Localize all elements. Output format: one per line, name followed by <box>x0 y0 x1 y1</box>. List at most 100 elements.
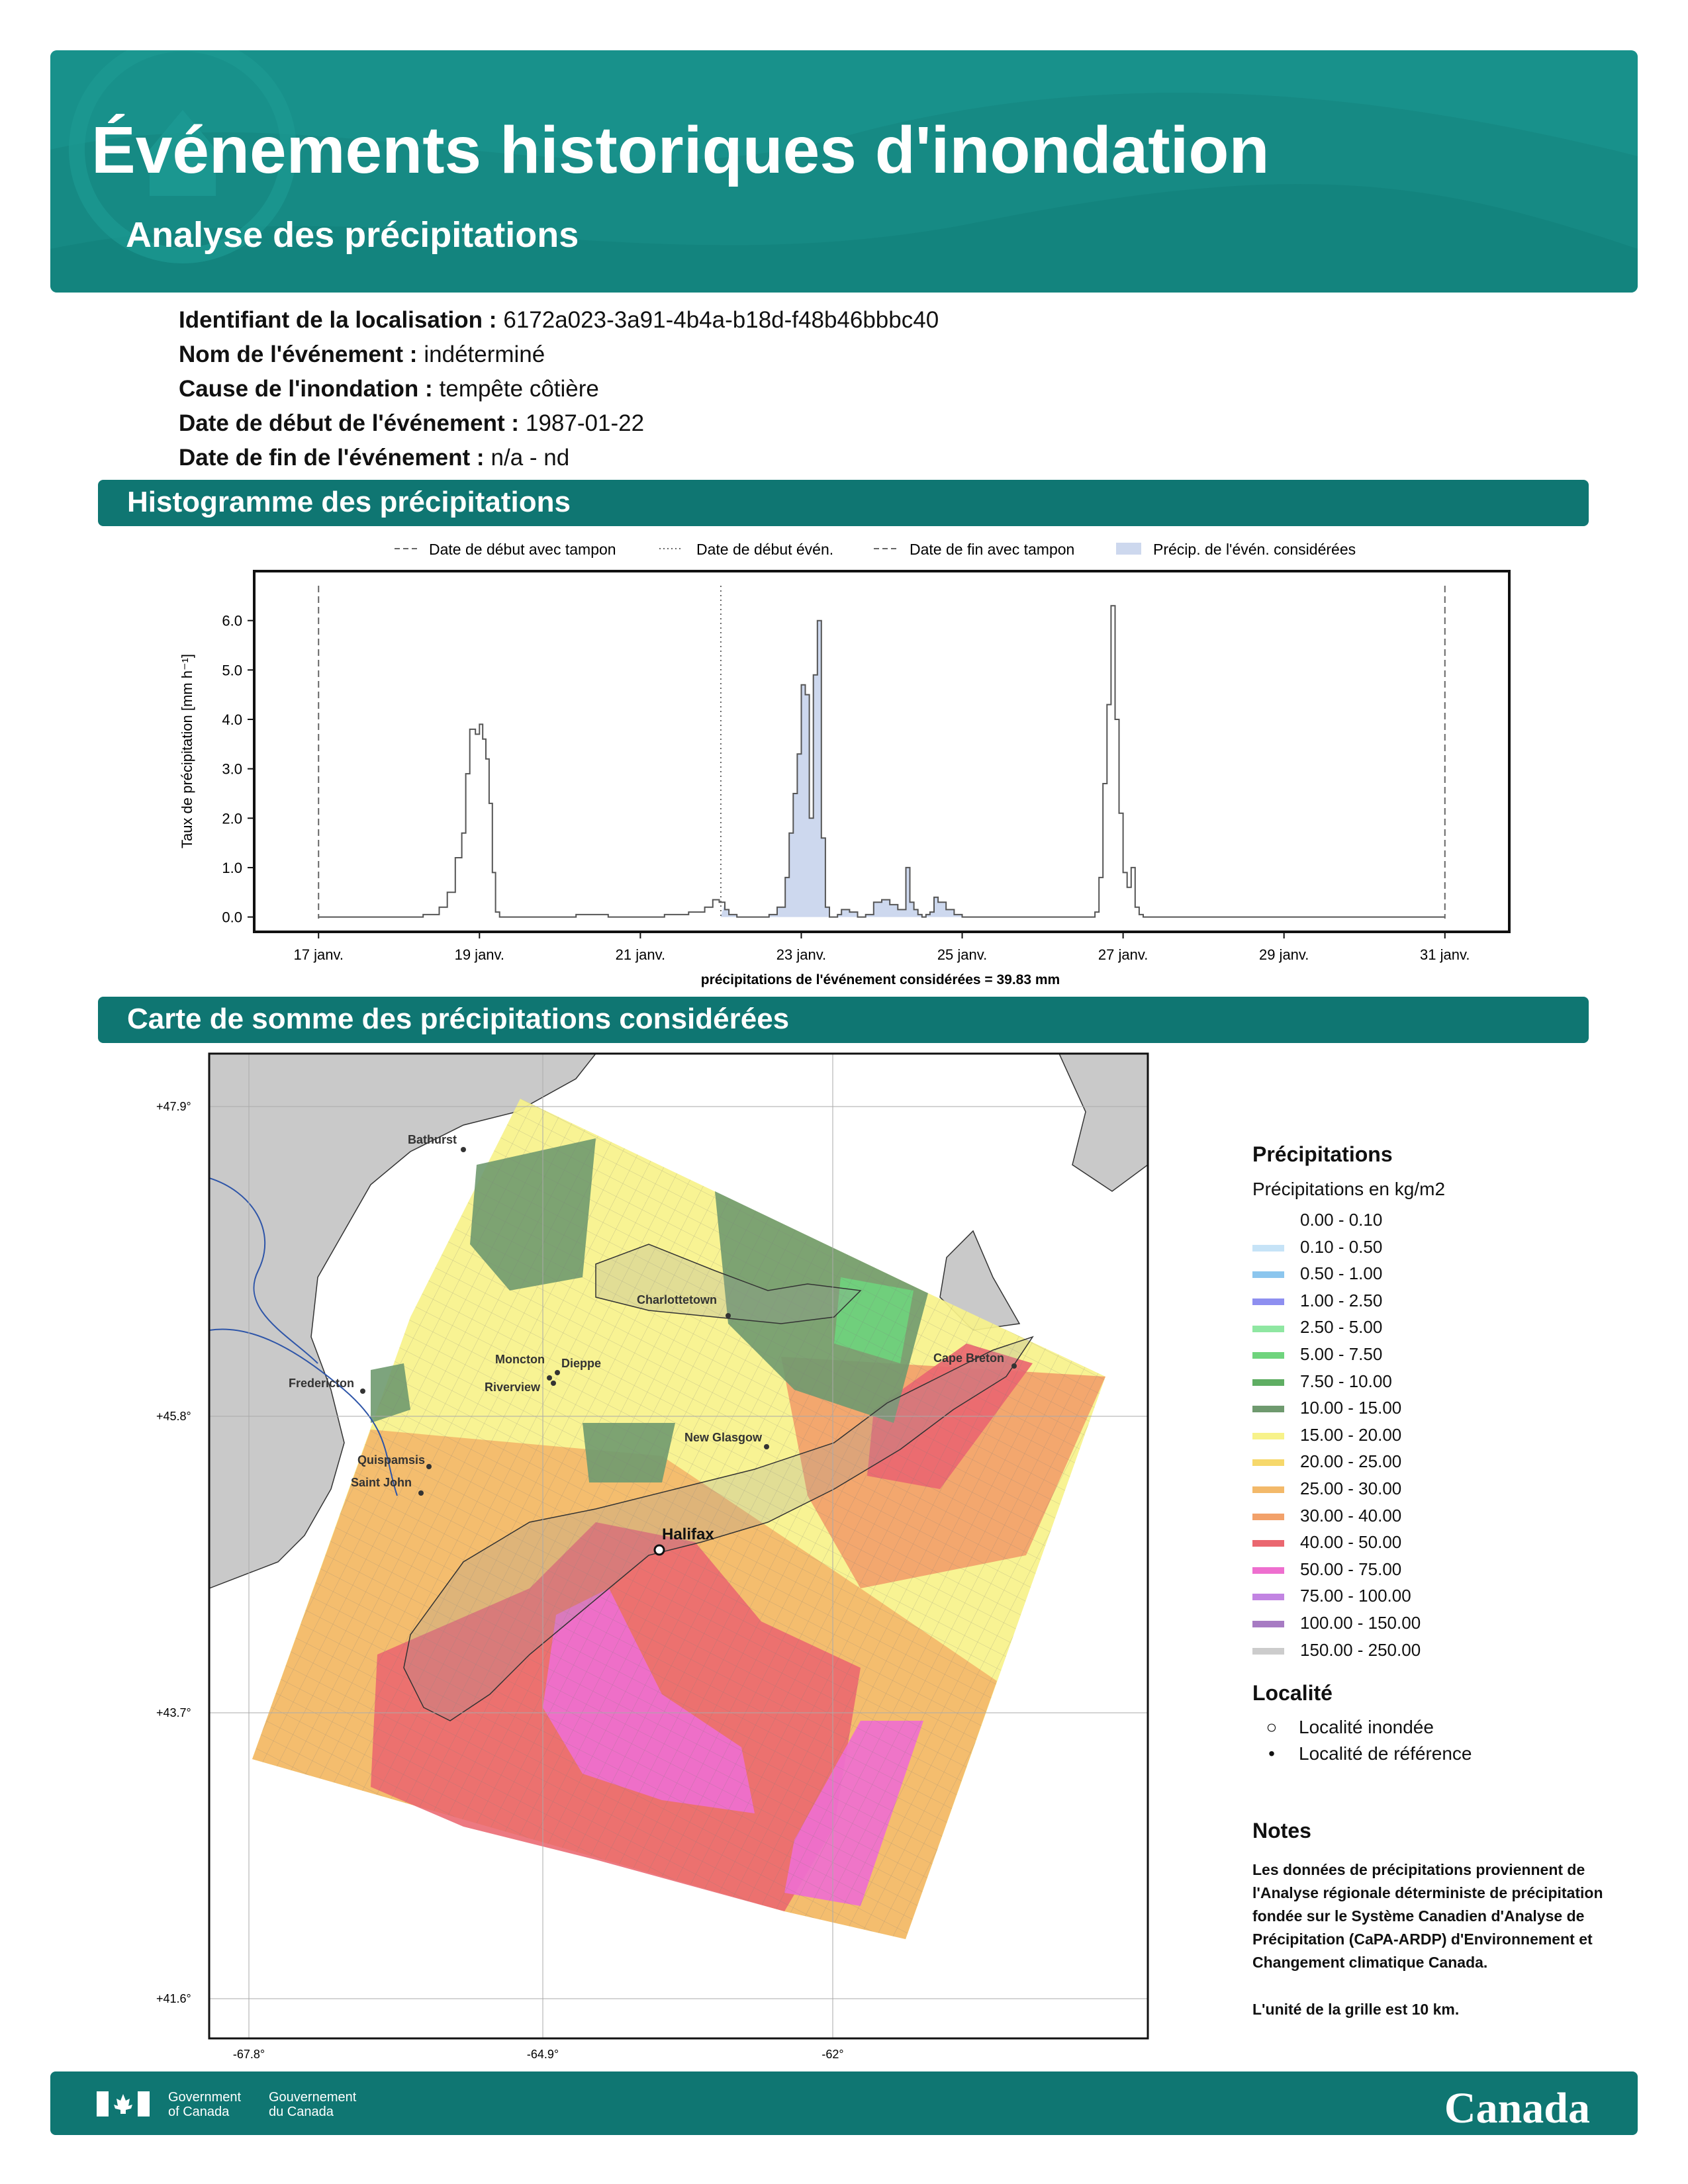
lat-label: +47.9° <box>156 1100 191 1113</box>
section-map-title: Carte de somme des précipitations consid… <box>98 997 1589 1043</box>
x-axis-label: précipitations de l'événement considérée… <box>701 972 1060 987</box>
legend-bin-row: 10.00 - 15.00 <box>1252 1394 1623 1422</box>
legend-swatch <box>1252 1298 1284 1305</box>
x-tick-label: 23 janv. <box>776 946 826 963</box>
map-graticule <box>209 1054 1148 2038</box>
city-label-saint-john: Saint John <box>351 1476 412 1489</box>
government-of-canada-en: Government of Canada <box>168 2090 242 2119</box>
legend-bin-row: 100.00 - 150.00 <box>1252 1610 1623 1637</box>
flooded-locality-marker-icon: ○ <box>1266 1717 1278 1737</box>
legend-swatch <box>1252 1567 1284 1574</box>
legend-swatch <box>1252 1244 1284 1251</box>
legend-bin-row: 5.00 - 7.50 <box>1252 1341 1623 1368</box>
banner-wave-decoration <box>50 50 1638 293</box>
legend-swatch <box>1252 1406 1284 1413</box>
land-pei <box>595 1244 862 1324</box>
section-histogram-title: Histogramme des précipitations <box>98 480 1589 526</box>
land-nova-scotia <box>403 1336 1034 1721</box>
legend-swatch <box>1252 1218 1284 1225</box>
legend-bin-label: 5.00 - 7.50 <box>1300 1343 1383 1364</box>
lon-label: -64.9° <box>527 2048 559 2061</box>
legend-bin-row: 0.50 - 1.00 <box>1252 1260 1623 1287</box>
legend-bin-row: 15.00 - 20.00 <box>1252 1422 1623 1449</box>
legend-swatch <box>1252 1647 1284 1655</box>
lon-label: -62° <box>821 2048 843 2061</box>
precipitation-map: +47.9° +45.8° +43.7° +41.6° -67.8° -64.9… <box>156 1052 1149 2061</box>
legend-bin-row: 7.50 - 10.00 <box>1252 1368 1623 1395</box>
reference-locality-marker <box>461 1147 466 1152</box>
legend-bin-label: 50.00 - 75.00 <box>1300 1559 1402 1579</box>
legend-bin-label: 0.00 - 0.10 <box>1300 1210 1383 1230</box>
lat-label: +43.7° <box>156 1706 191 1719</box>
legend-bin-label: 0.50 - 1.00 <box>1300 1263 1383 1284</box>
y-tick-label: 5.0 <box>222 662 242 678</box>
land-cape-breton-north <box>939 1230 1021 1331</box>
metadata-value: indéterminé <box>424 341 545 367</box>
legend-bin-row: 150.00 - 250.00 <box>1252 1637 1623 1664</box>
metadata-row-end-date: Date de fin de l'événement : n/a - nd <box>179 441 939 475</box>
legend-swatch <box>1252 1621 1284 1628</box>
legend-swatch <box>1252 1594 1284 1601</box>
legend-reference-label: Localité de référence <box>1299 1743 1472 1764</box>
y-tick-label: 1.0 <box>222 860 242 876</box>
metadata-row-start-date: Date de début de l'événement : 1987-01-22 <box>179 406 939 441</box>
legend-flooded-locality: ○ Localité inondée <box>1263 1717 1434 1738</box>
chart-legend: Date de début avec tampon Date de début … <box>395 541 1356 558</box>
reference-locality-marker <box>547 1375 552 1381</box>
y-tick-label: 0.0 <box>222 909 242 926</box>
header-banner: Événements historiques d'inondation Anal… <box>50 50 1638 293</box>
metadata-value: n/a - nd <box>491 445 570 471</box>
legend-bin-label: 1.00 - 2.50 <box>1300 1290 1383 1310</box>
river <box>209 1328 398 1496</box>
city-label-new-glasgow: New Glasgow <box>684 1431 763 1444</box>
city-label-moncton: Moncton <box>495 1353 545 1366</box>
legend-bin-row: 75.00 - 100.00 <box>1252 1582 1623 1610</box>
metadata-label: Date de début de l'événement : <box>179 410 519 436</box>
legend-bin-row: 50.00 - 75.00 <box>1252 1556 1623 1583</box>
legend-reference-locality: • Localité de référence <box>1263 1743 1472 1764</box>
reference-locality-marker <box>764 1444 769 1449</box>
legend-bin-label: 150.00 - 250.00 <box>1300 1639 1421 1660</box>
legend-bin-label: 100.00 - 150.00 <box>1300 1612 1421 1633</box>
legend-subtitle: Précipitations en kg/m2 <box>1252 1179 1446 1199</box>
city-label-bathurst: Bathurst <box>408 1133 457 1146</box>
legend-bin-label: 30.00 - 40.00 <box>1300 1505 1402 1525</box>
metadata-value: 1987-01-22 <box>526 410 645 436</box>
legend-bin-row: 0.10 - 0.50 <box>1252 1234 1623 1261</box>
legend-bin-label: 7.50 - 10.00 <box>1300 1371 1392 1391</box>
page-title: Événements historiques d'inondation <box>91 113 1270 187</box>
legend-bin-label: 75.00 - 100.00 <box>1300 1586 1411 1606</box>
land-new-brunswick <box>209 1054 596 1589</box>
precipitation-histogram: Date de début avec tampon Date de début … <box>179 541 1511 987</box>
x-tick-label: 21 janv. <box>616 946 665 963</box>
city-label-halifax: Halifax <box>662 1525 714 1543</box>
legend-bin-row: 30.00 - 40.00 <box>1252 1502 1623 1529</box>
event-metadata: Identifiant de la localisation :6172a023… <box>179 303 939 475</box>
legend-bin-row: 1.00 - 2.50 <box>1252 1287 1623 1314</box>
y-tick-label: 3.0 <box>222 761 242 778</box>
metadata-label: Identifiant de la localisation : <box>179 307 497 333</box>
precip-series-line <box>318 605 1445 918</box>
legend-bin-label: 20.00 - 25.00 <box>1300 1451 1402 1472</box>
precipitation-grid <box>252 1099 1105 1939</box>
reference-locality-marker <box>418 1490 424 1496</box>
legend-bin-label: 15.00 - 20.00 <box>1300 1424 1402 1445</box>
y-tick-label: 2.0 <box>222 810 242 827</box>
canada-flag-icon <box>97 2091 150 2116</box>
metadata-row-cause: Cause de l'inondation : tempête côtière <box>179 372 939 406</box>
legend-label: Date de début avec tampon <box>429 541 616 558</box>
legend-bin-row: 2.50 - 5.00 <box>1252 1314 1623 1341</box>
metadata-label: Date de fin de l'événement : <box>179 445 485 471</box>
legend-swatch <box>1252 1325 1284 1332</box>
legend-swatch <box>1252 1271 1284 1279</box>
plot-area <box>318 586 1446 919</box>
x-tick-label: 19 janv. <box>455 946 504 963</box>
axis-ticks: 0.0 1.0 2.0 3.0 4.0 5.0 6.0 17 janv. 19 janv. 21 … <box>222 613 1470 963</box>
government-of-canada-fr: Gouvernement du Canada <box>269 2090 357 2119</box>
notes-title: Notes <box>1252 1819 1311 1843</box>
legend-swatch <box>1252 1432 1284 1439</box>
reference-locality-marker-icon: • <box>1268 1743 1275 1764</box>
x-tick-label: 17 janv. <box>294 946 344 963</box>
y-axis-label: Taux de précipitation [mm h⁻¹] <box>179 654 195 848</box>
legend-bin-label: 25.00 - 30.00 <box>1300 1478 1402 1498</box>
